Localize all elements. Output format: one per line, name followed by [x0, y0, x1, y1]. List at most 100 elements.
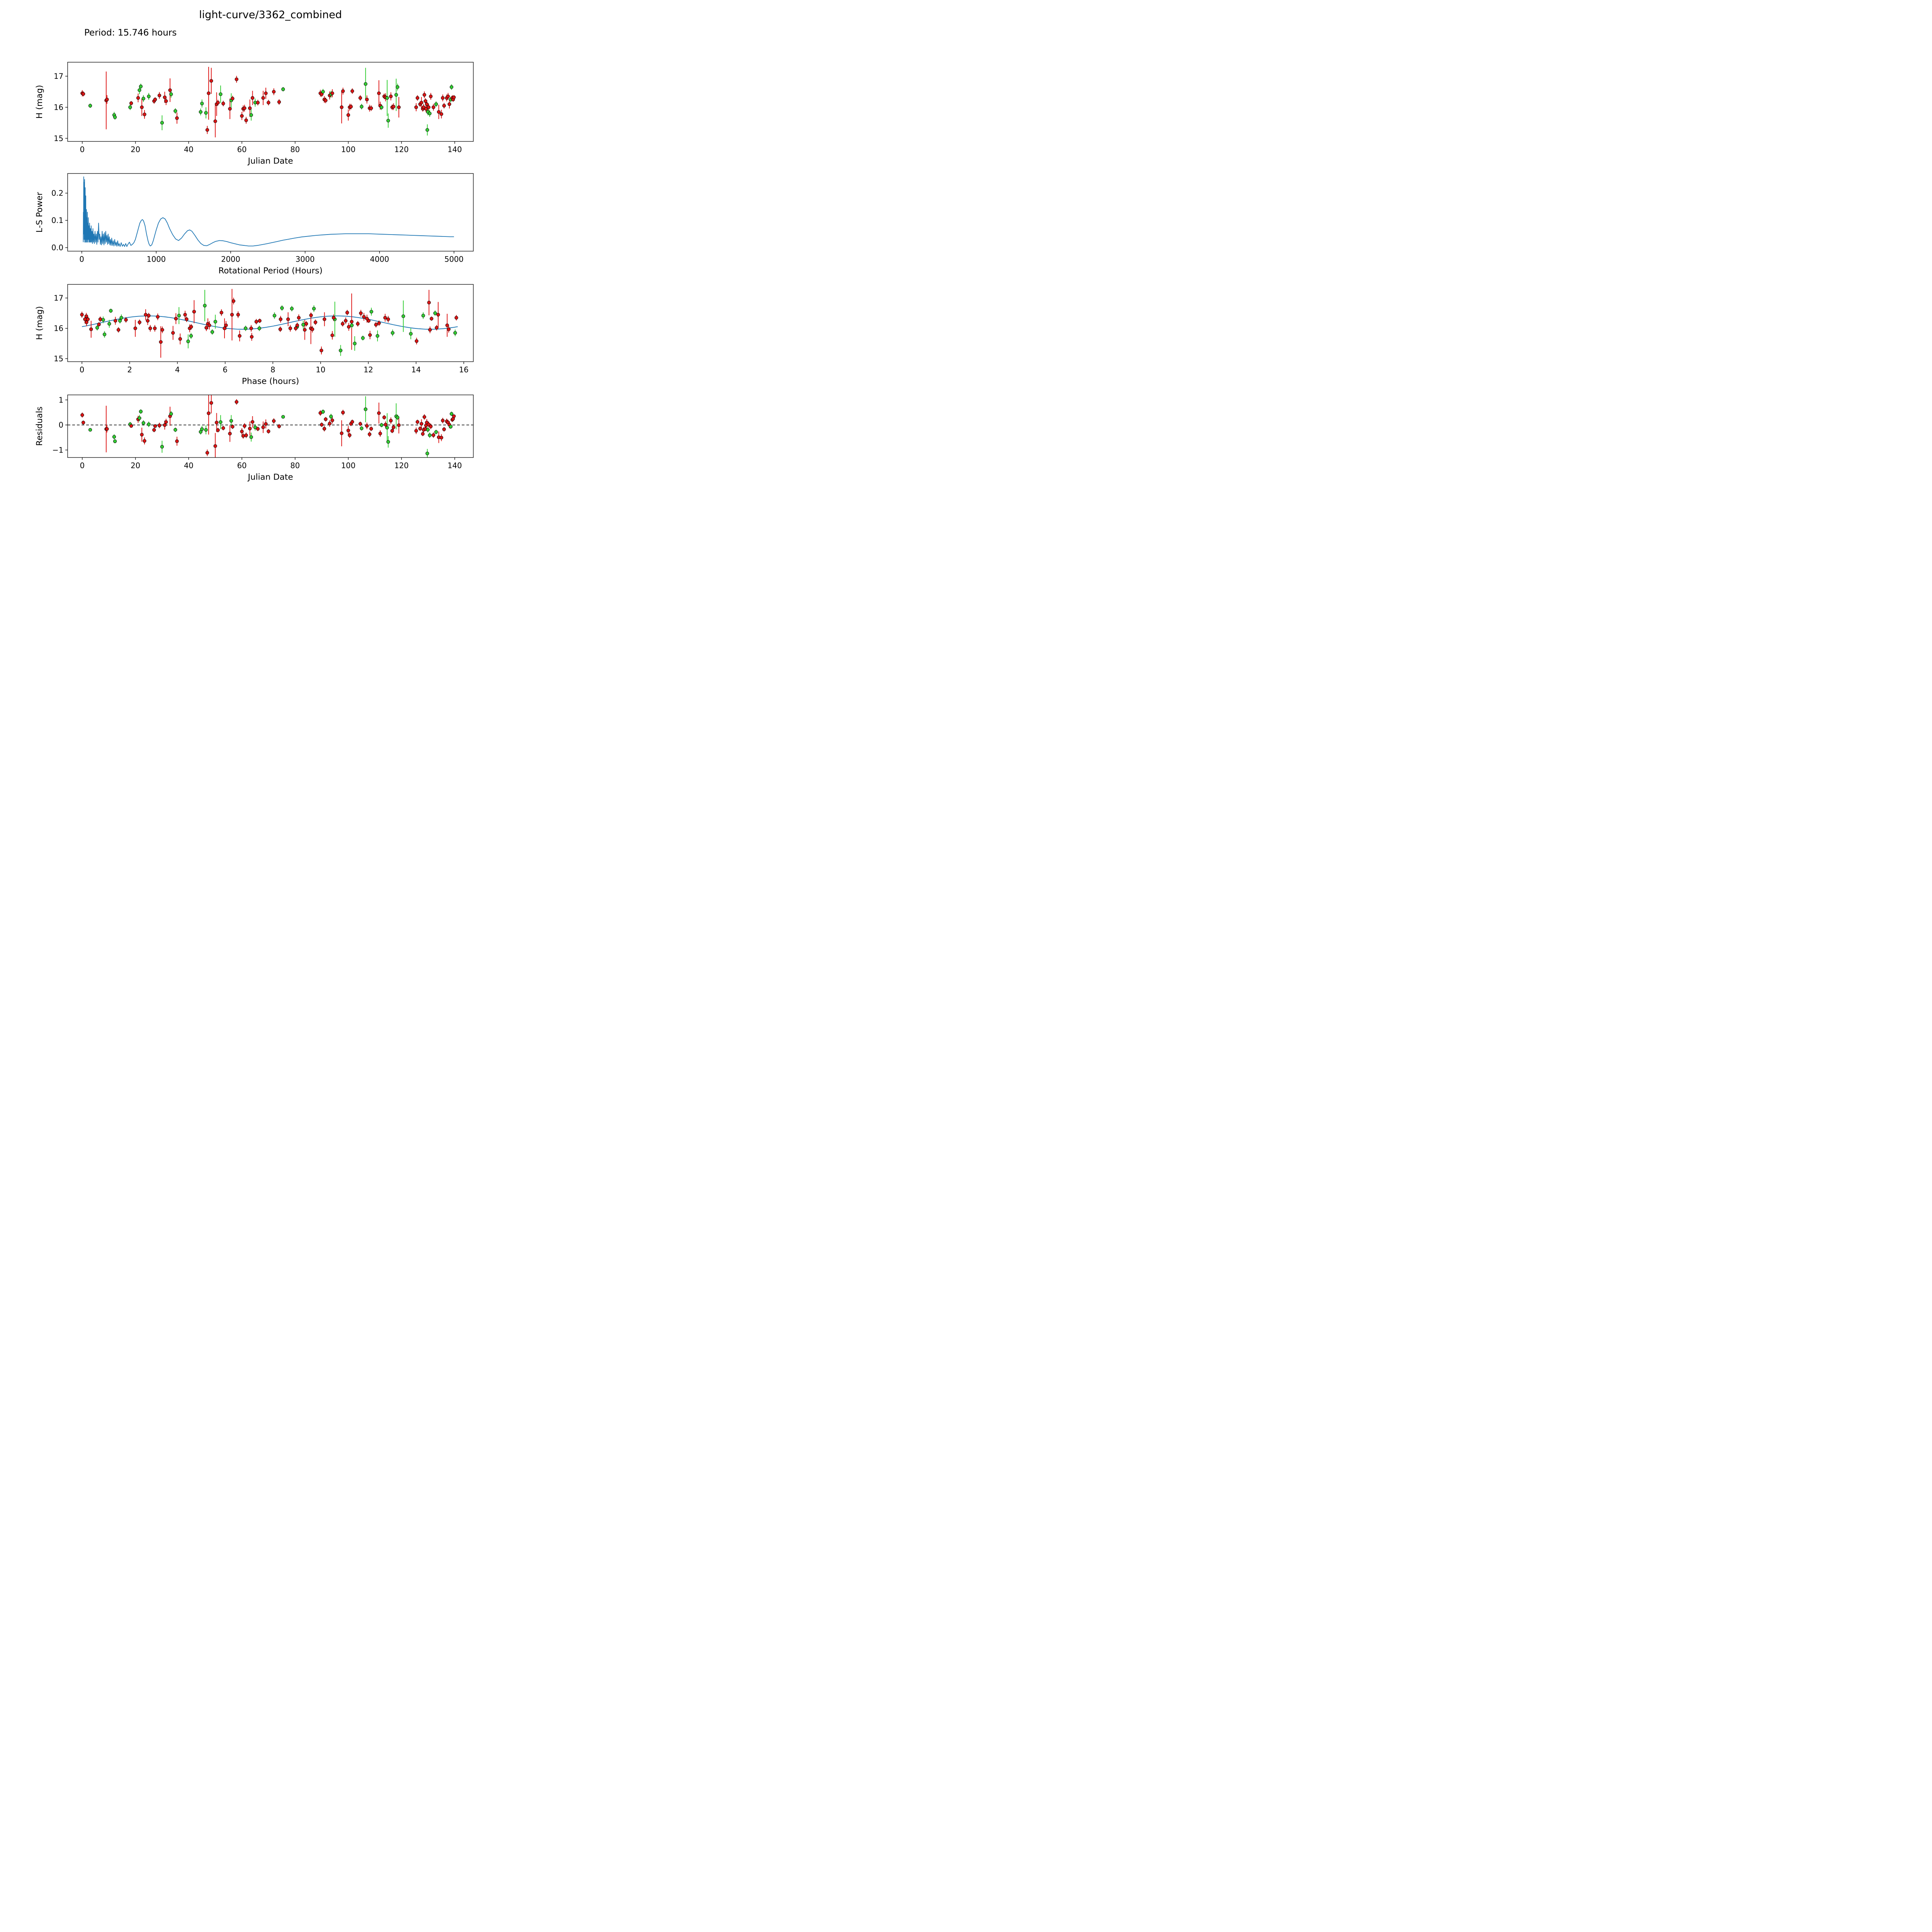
data-point — [113, 115, 117, 119]
data-point — [243, 106, 247, 110]
lightcurve_jd-data — [80, 67, 456, 138]
data-point — [386, 440, 390, 444]
data-point — [205, 451, 209, 455]
y-tick-label: 16 — [54, 324, 63, 333]
x-tick-label: 80 — [290, 461, 300, 470]
data-point — [209, 401, 213, 405]
data-point — [178, 337, 182, 341]
data-point — [324, 99, 328, 102]
data-point — [439, 435, 444, 440]
x-tick-label: 3000 — [296, 255, 315, 264]
x-tick-label: 14 — [411, 366, 421, 374]
data-point — [344, 319, 348, 323]
data-point — [427, 301, 431, 304]
data-point — [347, 325, 351, 329]
data-point — [358, 96, 362, 100]
data-point — [228, 432, 232, 435]
data-point — [391, 105, 396, 109]
x-tick-label: 80 — [290, 145, 300, 154]
data-point — [173, 109, 177, 113]
data-point — [454, 316, 458, 320]
data-point — [207, 323, 211, 327]
data-point — [114, 319, 117, 323]
data-point — [153, 327, 157, 330]
data-point — [434, 430, 438, 434]
data-point — [248, 106, 252, 110]
data-point — [379, 105, 384, 109]
data-point — [422, 415, 426, 419]
data-point — [231, 425, 235, 429]
data-point — [243, 327, 248, 330]
y-tick-label: 17 — [54, 72, 63, 81]
data-point — [341, 89, 345, 93]
data-point — [277, 424, 281, 428]
data-point — [330, 91, 334, 95]
data-point — [397, 105, 401, 109]
x-tick-label: 6 — [223, 366, 227, 374]
data-point — [442, 104, 446, 108]
data-point — [84, 314, 88, 318]
data-point — [146, 319, 150, 323]
data-point — [281, 87, 285, 91]
data-point — [81, 92, 85, 96]
data-point — [425, 451, 429, 456]
x-tick-label: 20 — [131, 461, 140, 470]
data-point — [415, 96, 420, 100]
data-point — [449, 425, 453, 429]
data-point — [183, 313, 187, 317]
data-point — [101, 318, 105, 322]
data-point — [378, 432, 382, 435]
data-point — [437, 110, 441, 114]
phase_folded-ylabel: H (mag) — [35, 306, 44, 340]
data-point — [169, 92, 173, 96]
data-point — [164, 99, 168, 103]
data-point — [97, 322, 101, 327]
data-point — [295, 323, 299, 327]
data-point — [396, 85, 400, 89]
x-tick-label: 2000 — [221, 255, 240, 264]
y-tick-label: 16 — [54, 103, 63, 112]
data-point — [425, 102, 429, 106]
data-point — [264, 422, 268, 426]
data-point — [175, 116, 179, 120]
data-point — [139, 410, 143, 413]
x-tick-label: 120 — [394, 461, 408, 470]
data-point — [364, 82, 367, 86]
data-point — [428, 111, 432, 116]
data-point — [376, 334, 379, 338]
data-point — [365, 97, 369, 102]
data-point — [272, 314, 277, 318]
data-point — [386, 119, 390, 122]
data-point — [272, 419, 276, 423]
data-point — [112, 435, 116, 439]
data-point — [88, 428, 92, 432]
data-point — [429, 94, 433, 99]
data-point — [338, 349, 343, 352]
data-point — [313, 320, 318, 324]
data-point — [213, 119, 217, 123]
data-point — [384, 423, 388, 427]
data-point — [139, 85, 143, 88]
data-point — [171, 331, 175, 335]
data-point — [401, 314, 405, 318]
data-point — [359, 311, 363, 315]
phase_folded-axes-box — [67, 284, 474, 362]
x-tick-label: 10 — [316, 366, 325, 374]
data-point — [369, 310, 373, 314]
data-point — [95, 326, 99, 330]
data-point — [204, 111, 208, 115]
phase_folded-xlabel: Phase (hours) — [242, 377, 299, 386]
data-point — [290, 307, 294, 311]
data-point — [433, 311, 437, 315]
data-point — [89, 327, 93, 331]
data-point — [420, 422, 423, 426]
data-point — [216, 100, 220, 105]
data-point — [200, 427, 204, 431]
data-point — [157, 423, 162, 427]
data-point — [207, 91, 211, 95]
data-point — [156, 315, 160, 319]
data-point — [432, 433, 435, 437]
data-point — [421, 432, 425, 436]
data-point — [297, 316, 301, 320]
